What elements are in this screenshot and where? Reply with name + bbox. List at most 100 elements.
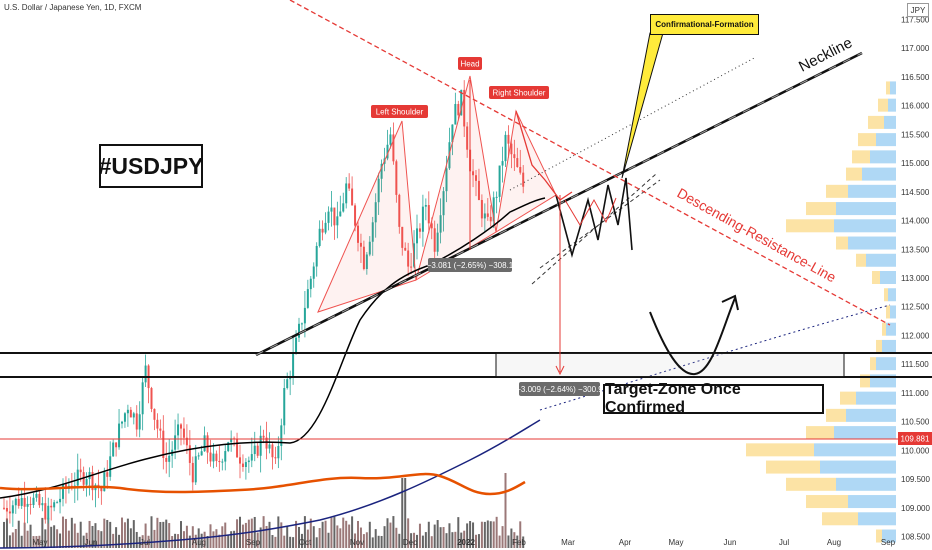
y-tick-label: 112.500 — [901, 303, 930, 312]
candle-body — [118, 423, 121, 448]
candle-body — [303, 307, 306, 324]
candle-body — [59, 498, 62, 503]
candle-body — [477, 180, 480, 200]
currency-badge[interactable]: JPY — [907, 3, 929, 17]
volume-bar — [62, 516, 64, 548]
neckline-text: Neckline — [796, 34, 855, 75]
candle-body — [138, 414, 141, 430]
volume-bar — [421, 535, 424, 548]
vp-bar-sell — [806, 426, 834, 440]
candle-body — [368, 241, 371, 255]
candle-body — [442, 191, 445, 216]
volume-bar — [150, 516, 153, 548]
volume-bar — [354, 533, 357, 548]
candle-body — [321, 228, 324, 233]
target-curve-arrow — [721, 294, 739, 311]
y-tick-label: 111.500 — [901, 360, 929, 369]
descending-resistance-line[interactable] — [289, 0, 891, 326]
volume-bar — [233, 530, 236, 548]
candle-body — [498, 165, 501, 197]
candle-body — [492, 197, 495, 222]
volume-bar — [312, 526, 315, 548]
ma-long-projection — [539, 304, 891, 411]
volume-bar — [416, 534, 418, 548]
volume-bar — [171, 536, 174, 548]
candle-body — [345, 183, 348, 204]
x-tick-label: Jun — [85, 538, 98, 547]
vp-bar-sell — [860, 374, 870, 388]
volume-bar — [480, 521, 483, 548]
candle-body — [433, 228, 436, 252]
volume-bar — [115, 527, 118, 548]
candle-body — [507, 134, 510, 144]
volume-bar — [221, 526, 224, 548]
price-axis[interactable]: 108.500 109.000 109.500 110.000 110.500 111.0… — [901, 15, 930, 541]
y-tick-label: 114.500 — [901, 188, 930, 197]
volume-bar — [460, 532, 463, 548]
vp-bar-sell — [884, 288, 888, 302]
x-tick-label: Dec — [403, 538, 417, 547]
candle-body — [445, 168, 448, 192]
vp-bar-sell — [746, 443, 814, 457]
zigzag-red — [515, 110, 573, 201]
candle-body — [212, 453, 215, 462]
candle-body — [463, 89, 466, 127]
volume-bar — [362, 534, 365, 548]
volume-bar — [168, 523, 171, 548]
volume-bar — [280, 522, 283, 548]
volume-bar — [103, 518, 106, 548]
candle-body — [510, 143, 513, 155]
y-tick-label: 116.500 — [901, 73, 930, 82]
candle-body — [274, 457, 277, 459]
volume-bar — [439, 527, 442, 548]
candle-body — [324, 222, 327, 233]
target-curve — [649, 297, 736, 376]
candle-body — [188, 445, 191, 463]
target-zone-label: Target-Zone Once Confirmed — [603, 381, 824, 416]
volume-bar — [510, 528, 513, 548]
volume-bar — [32, 536, 35, 548]
volume-bar — [492, 521, 495, 548]
candle-body — [162, 430, 165, 458]
lower-channel-dashed-2 — [539, 179, 661, 269]
candle-body — [191, 462, 194, 483]
vp-bar-sell — [886, 305, 890, 319]
vp-bar-buy — [866, 253, 896, 267]
time-axis[interactable]: May Jun Jul Aug Sep Oct Nov Dec 2022 Feb Mar Apr May… — [32, 538, 895, 547]
candle-body — [3, 507, 5, 509]
svg-text:Left Shoulder: Left Shoulder — [376, 108, 424, 117]
volume-bar — [230, 531, 233, 548]
volume-bar — [289, 536, 292, 548]
volume-bar — [253, 516, 256, 548]
candle-body — [351, 188, 354, 206]
candle-body — [424, 205, 427, 207]
volume-bar — [292, 537, 295, 548]
x-tick-label: Sep — [246, 538, 261, 547]
volume-bars — [3, 473, 525, 548]
volume-bar — [44, 529, 47, 548]
vp-bar-buy — [820, 460, 896, 474]
candle-body — [100, 487, 103, 492]
volume-bar — [209, 524, 212, 548]
vp-bar-buy — [858, 512, 896, 526]
candle-body — [47, 505, 50, 520]
volume-bar — [495, 516, 498, 548]
volume-bar — [262, 516, 265, 548]
volume-bar — [100, 531, 103, 548]
volume-bar — [404, 478, 407, 548]
volume-bar — [162, 521, 165, 548]
candle-body — [475, 175, 477, 181]
y-tick-label: 115.000 — [901, 159, 930, 168]
volume-bar — [507, 535, 510, 548]
measure-arrow-2-head — [555, 365, 565, 376]
volume-bar — [188, 535, 191, 548]
volume-bar — [286, 525, 289, 548]
candle-body — [519, 167, 522, 173]
candle-body — [180, 424, 182, 429]
volume-bar — [64, 518, 67, 548]
candle-body — [522, 172, 525, 187]
candle-body — [64, 483, 67, 489]
volume-bar — [448, 523, 451, 548]
volume-bar — [185, 525, 188, 548]
